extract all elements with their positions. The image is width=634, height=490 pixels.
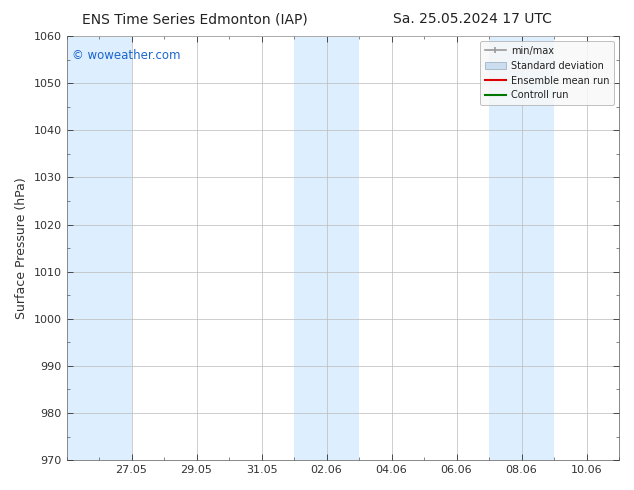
Legend: min/max, Standard deviation, Ensemble mean run, Controll run: min/max, Standard deviation, Ensemble me… <box>480 41 614 105</box>
Text: ENS Time Series Edmonton (IAP): ENS Time Series Edmonton (IAP) <box>82 12 308 26</box>
Text: Sa. 25.05.2024 17 UTC: Sa. 25.05.2024 17 UTC <box>393 12 552 26</box>
Bar <box>67 36 131 460</box>
Bar <box>489 36 554 460</box>
Text: © woweather.com: © woweather.com <box>72 49 181 62</box>
Y-axis label: Surface Pressure (hPa): Surface Pressure (hPa) <box>15 177 28 319</box>
Bar <box>294 36 359 460</box>
